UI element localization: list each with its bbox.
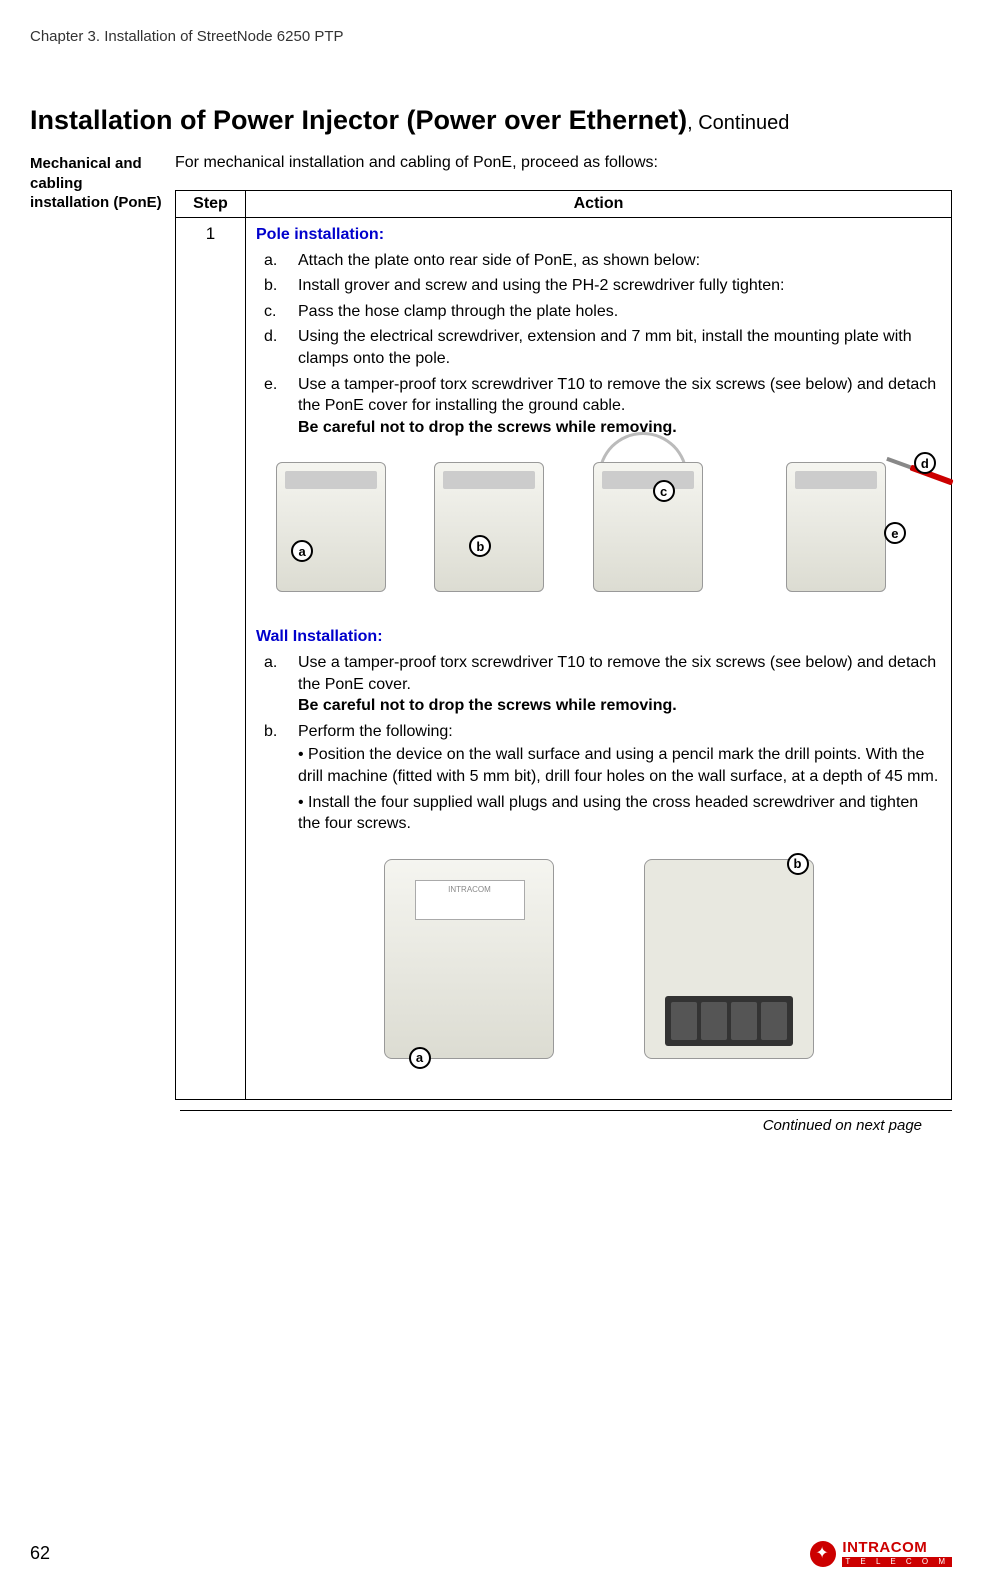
page-title: Installation of Power Injector (Power ov… xyxy=(30,105,952,136)
logo-main-text: INTRACOM xyxy=(842,1540,952,1555)
continued-next-page: Continued on next page xyxy=(30,1117,922,1134)
intracom-logo: INTRACOM T E L E C O M xyxy=(810,1540,952,1567)
wall-callout-a: a xyxy=(409,1047,431,1069)
pole-e-text: Use a tamper-proof torx screwdriver T10 … xyxy=(298,374,941,439)
title-continued: , Continued xyxy=(687,112,789,134)
pole-d-text: Using the electrical screwdriver, extens… xyxy=(298,326,941,369)
wall-b-text: Perform the following: • Position the de… xyxy=(298,721,941,839)
wall-callout-b: b xyxy=(787,853,809,875)
wall-device-a-image: INTRACOM a xyxy=(369,859,569,1079)
wall-bullet-2: • Install the four supplied wall plugs a… xyxy=(298,792,941,835)
page-footer: 62 INTRACOM T E L E C O M xyxy=(30,1540,952,1567)
wall-b-letter: b. xyxy=(264,721,298,839)
pole-c-text: Pass the hose clamp through the plate ho… xyxy=(298,301,941,323)
wall-installation-head: Wall Installation: xyxy=(256,626,941,648)
callout-d: d xyxy=(914,452,936,474)
logo-icon xyxy=(810,1541,836,1567)
step-number: 1 xyxy=(176,218,246,1100)
th-step: Step xyxy=(176,191,246,218)
intro-text: For mechanical installation and cabling … xyxy=(175,154,952,172)
device-de-image: d e xyxy=(736,452,936,602)
wall-a-text: Use a tamper-proof torx screwdriver T10 … xyxy=(298,652,941,717)
title-main: Installation of Power Injector (Power ov… xyxy=(30,105,687,135)
device-c-image: c xyxy=(578,452,718,602)
pole-e-bold: Be careful not to drop the screws while … xyxy=(298,419,677,436)
callout-e: e xyxy=(884,522,906,544)
chapter-header: Chapter 3. Installation of StreetNode 62… xyxy=(30,28,952,45)
pole-a-text: Attach the plate onto rear side of PonE,… xyxy=(298,250,941,272)
wall-bullet-1: • Position the device on the wall surfac… xyxy=(298,744,941,787)
page-number: 62 xyxy=(30,1543,50,1564)
device-inner-label: INTRACOM xyxy=(415,880,525,920)
pole-e-letter: e. xyxy=(264,374,298,439)
pole-a-letter: a. xyxy=(264,250,298,272)
pole-b-text: Install grover and screw and using the P… xyxy=(298,275,941,297)
steps-table: Step Action 1 Pole installation: a.Attac… xyxy=(175,190,952,1100)
wall-device-b-image: b xyxy=(629,859,829,1079)
pole-b-letter: b. xyxy=(264,275,298,297)
pole-installation-head: Pole installation: xyxy=(256,224,941,246)
wall-a-bold: Be careful not to drop the screws while … xyxy=(298,697,677,714)
divider xyxy=(180,1110,952,1111)
callout-c: c xyxy=(653,480,675,502)
logo-sub-text: T E L E C O M xyxy=(842,1557,952,1567)
pole-c-letter: c. xyxy=(264,301,298,323)
device-b-image: b xyxy=(419,452,559,602)
pole-d-letter: d. xyxy=(264,326,298,369)
pole-image-row: a b c xyxy=(256,452,941,602)
wall-a-letter: a. xyxy=(264,652,298,717)
action-cell: Pole installation: a.Attach the plate on… xyxy=(246,218,952,1100)
device-a-image: a xyxy=(261,452,401,602)
side-label: Mechanical and cabling installation (Pon… xyxy=(30,154,175,1100)
wall-image-row: INTRACOM a b xyxy=(256,859,941,1079)
device-ports xyxy=(665,996,793,1046)
th-action: Action xyxy=(246,191,952,218)
